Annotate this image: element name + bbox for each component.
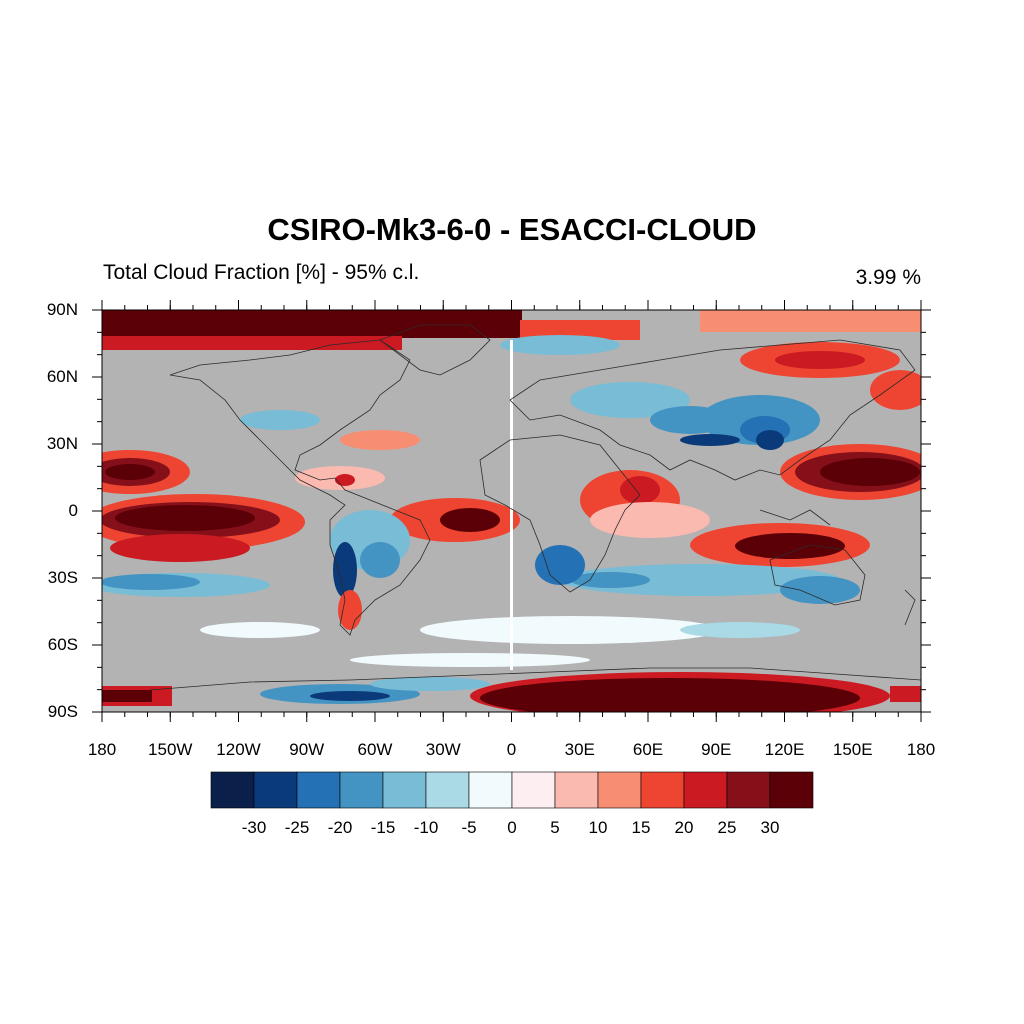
colorbar-box: [339, 771, 384, 809]
field-arctic-band: [102, 310, 522, 338]
lat-label: 30N: [46, 434, 78, 453]
variable-subtitle: Total Cloud Fraction [%] - 95% c.l.: [103, 261, 420, 284]
colorbar-box: [726, 771, 771, 809]
lon-label: 60W: [357, 740, 393, 759]
colorbar-label: 0: [507, 818, 517, 837]
colorbar-box: [554, 771, 599, 809]
colorbar-label: 25: [717, 818, 737, 837]
colorbar-box: [640, 771, 685, 809]
colorbar-label: -5: [461, 818, 477, 837]
colorbar-label: -20: [327, 818, 353, 837]
lon-label: 90W: [289, 740, 325, 759]
lon-label: 120E: [764, 740, 805, 759]
axis-ticks: [92, 300, 931, 722]
colorbar-label: 30: [760, 818, 780, 837]
colorbar-label: 20: [674, 818, 694, 837]
lat-label: 30S: [47, 568, 78, 587]
lon-label: 30W: [425, 740, 461, 759]
lon-label: 150E: [832, 740, 873, 759]
colorbar-box: [296, 771, 341, 809]
colorbar-label: 15: [631, 818, 651, 837]
coastlines: [149, 324, 921, 691]
colorbar-label: 5: [550, 818, 560, 837]
lat-label: 0: [68, 501, 78, 520]
lat-label: 90S: [47, 702, 78, 721]
colorbar-label: -30: [241, 818, 267, 837]
colorbar-box: [597, 771, 642, 809]
colorbar-box: [683, 771, 728, 809]
colorbar-box: [210, 771, 255, 809]
colorbar-box: [769, 771, 814, 809]
global-mean-value: 3.99 %: [855, 266, 921, 289]
lat-label: 60S: [47, 635, 78, 654]
lon-label: 90E: [701, 740, 732, 759]
colorbar-box: [511, 771, 556, 809]
lat-label: 60N: [46, 367, 78, 386]
colorbar-box: [468, 771, 513, 809]
lon-label: 180: [906, 740, 936, 759]
plot-title: CSIRO-Mk3-6-0 - ESACCI-CLOUD: [267, 212, 757, 247]
colorbar-label: -10: [413, 818, 439, 837]
lon-label: 120W: [216, 740, 261, 759]
lat-label: 90N: [46, 300, 78, 319]
lon-label: 180: [87, 740, 117, 759]
map-field: [102, 310, 921, 712]
lon-label: 30E: [564, 740, 595, 759]
colorbar: [210, 771, 814, 809]
colorbar-box: [253, 771, 298, 809]
colorbar-label: -15: [370, 818, 396, 837]
colorbar-label: -25: [284, 818, 310, 837]
colorbar-box: [382, 771, 427, 809]
lon-label: 60E: [632, 740, 664, 759]
lon-label: 150W: [148, 740, 193, 759]
colorbar-label: 10: [588, 818, 608, 837]
lon-label: 0: [506, 740, 517, 759]
colorbar-box: [425, 771, 470, 809]
